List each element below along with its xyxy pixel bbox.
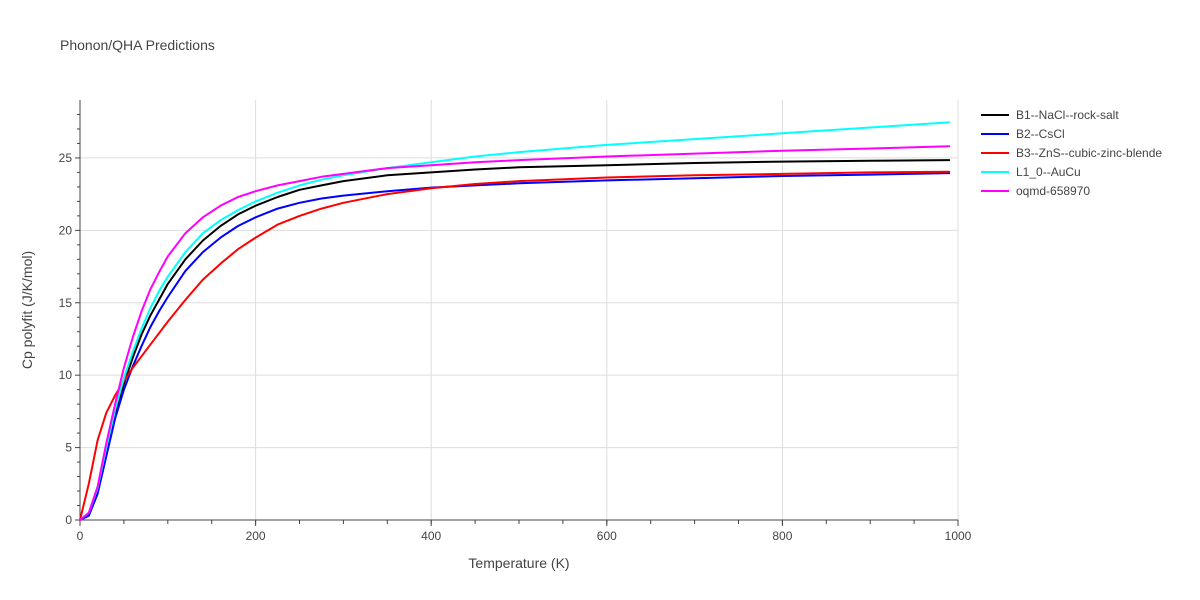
- legend-label: B2--CsCl: [1016, 127, 1065, 141]
- x-tick-label: 800: [772, 529, 792, 543]
- legend-item[interactable]: B1--NaCl--rock-salt: [981, 108, 1119, 122]
- legend-item[interactable]: B2--CsCl: [981, 127, 1065, 141]
- series-line-b2-cscl: [79, 172, 951, 521]
- y-tick-label: 10: [59, 368, 73, 382]
- legend-label: oqmd-658970: [1016, 184, 1090, 198]
- legend-item[interactable]: B3--ZnS--cubic-zinc-blende: [981, 146, 1162, 160]
- y-tick-label: 15: [59, 296, 73, 310]
- x-tick-label: 600: [597, 529, 617, 543]
- series-line-b1-nacl-rock-salt: [79, 159, 951, 521]
- y-tick-label: 5: [65, 441, 72, 455]
- legend-label: B3--ZnS--cubic-zinc-blende: [1016, 146, 1162, 160]
- legend-label: L1_0--AuCu: [1016, 165, 1081, 179]
- grid: [80, 100, 959, 520]
- x-tick-label: 0: [77, 529, 84, 543]
- legend-item[interactable]: oqmd-658970: [981, 184, 1090, 198]
- axes: 0 200 400 600 800 1000 0 5 10 15 20 25: [59, 100, 972, 543]
- x-tick-label: 1000: [945, 529, 972, 543]
- legend[interactable]: B1--NaCl--rock-salt B2--CsCl B3--ZnS--cubi…: [981, 108, 1162, 198]
- series-line-l1-0-aucu: [79, 121, 951, 521]
- y-tick-label: 0: [65, 513, 72, 527]
- legend-item[interactable]: L1_0--AuCu: [981, 165, 1081, 179]
- y-axis-title: Cp polyfit (J/K/mol): [19, 251, 35, 369]
- x-axis-title: Temperature (K): [468, 555, 569, 571]
- legend-label: B1--NaCl--rock-salt: [1016, 108, 1119, 122]
- series-lines: [79, 121, 951, 521]
- series-line-b3-zns-cubic-zinc-blende: [79, 170, 951, 521]
- x-tick-label: 200: [246, 529, 266, 543]
- chart-title: Phonon/QHA Predictions: [60, 37, 215, 53]
- y-tick-label: 25: [59, 151, 73, 165]
- series-line-oqmd-658970: [79, 145, 951, 521]
- x-tick-label: 400: [421, 529, 441, 543]
- y-tick-label: 20: [59, 223, 73, 237]
